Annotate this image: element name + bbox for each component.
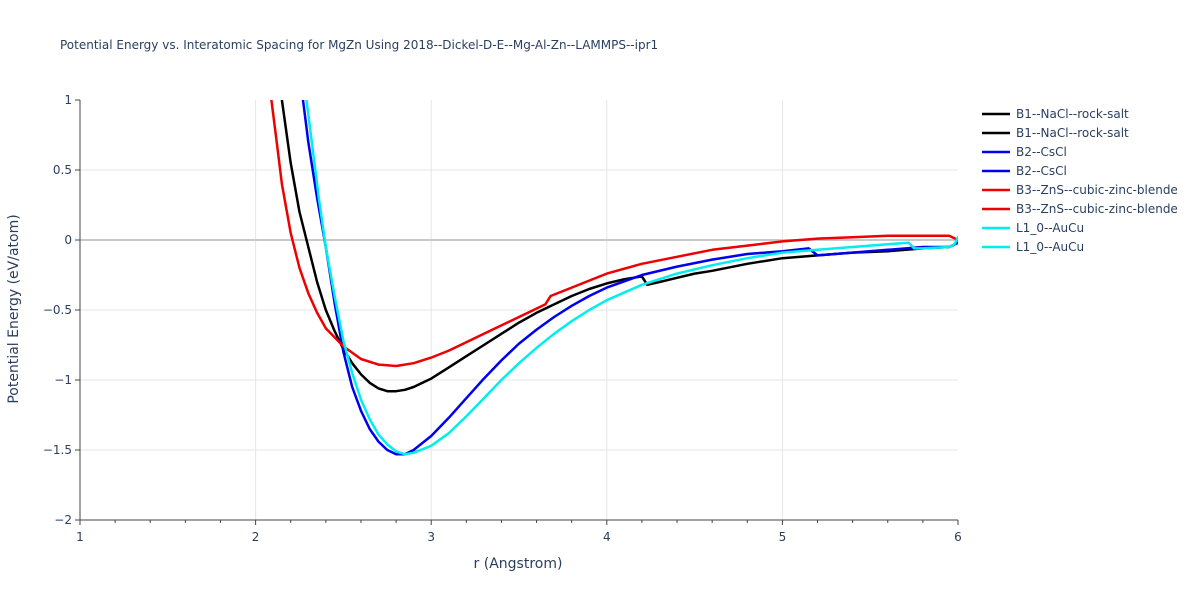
x-tick-label: 5 [779,530,787,544]
x-tick-label: 2 [252,530,260,544]
series-line-l1-0-aucu [305,100,958,456]
axes: 1 2 3 4 5 6 1 0.5 0 −0.5 −1 −1.5 −2 [43,93,962,544]
legend-label: L1_0--AuCu [1016,221,1084,235]
y-tick-label: 0 [64,233,72,247]
legend-item[interactable]: B1--NaCl--rock-salt [982,107,1129,121]
legend-label: B2--CsCl [1016,164,1067,178]
legend-item[interactable]: B3--ZnS--cubic-zinc-blende [982,183,1178,197]
y-tick-label: 0.5 [53,163,72,177]
legend-item[interactable]: B2--CsCl [982,145,1067,159]
x-tick-label: 4 [603,530,611,544]
chart-title: Potential Energy vs. Interatomic Spacing… [60,38,658,52]
legend-item[interactable]: B1--NaCl--rock-salt [982,126,1129,140]
plot-area [270,100,958,456]
legend-label: B1--NaCl--rock-salt [1016,107,1129,121]
y-tick-label: −1.5 [43,443,72,457]
series-line-b3-zns-cubic-zinc-blende [270,100,958,368]
legend-label: B3--ZnS--cubic-zinc-blende [1016,183,1178,197]
legend-item[interactable]: L1_0--AuCu [982,221,1084,235]
legend-label: L1_0--AuCu [1016,240,1084,254]
x-tick-label: 3 [427,530,435,544]
y-tick-label: −2 [54,513,72,527]
x-axis-label: r (Angstrom) [474,556,563,572]
legend-item[interactable]: B2--CsCl [982,164,1067,178]
y-tick-label: −1 [54,373,72,387]
x-tick-label: 1 [76,530,84,544]
legend-label: B1--NaCl--rock-salt [1016,126,1129,140]
legend-item[interactable]: B3--ZnS--cubic-zinc-blende [982,202,1178,216]
series-line-b2-cscl [301,100,958,456]
y-tick-label: 1 [64,93,72,107]
legend-item[interactable]: L1_0--AuCu [982,240,1084,254]
legend-label: B3--ZnS--cubic-zinc-blende [1016,202,1178,216]
legend: B1--NaCl--rock-salt B1--NaCl--rock-salt B2… [982,107,1178,254]
legend-label: B2--CsCl [1016,145,1067,159]
y-axis-label: Potential Energy (eV/atom) [6,214,22,403]
y-tick-label: −0.5 [43,303,72,317]
x-tick-label: 6 [954,530,962,544]
